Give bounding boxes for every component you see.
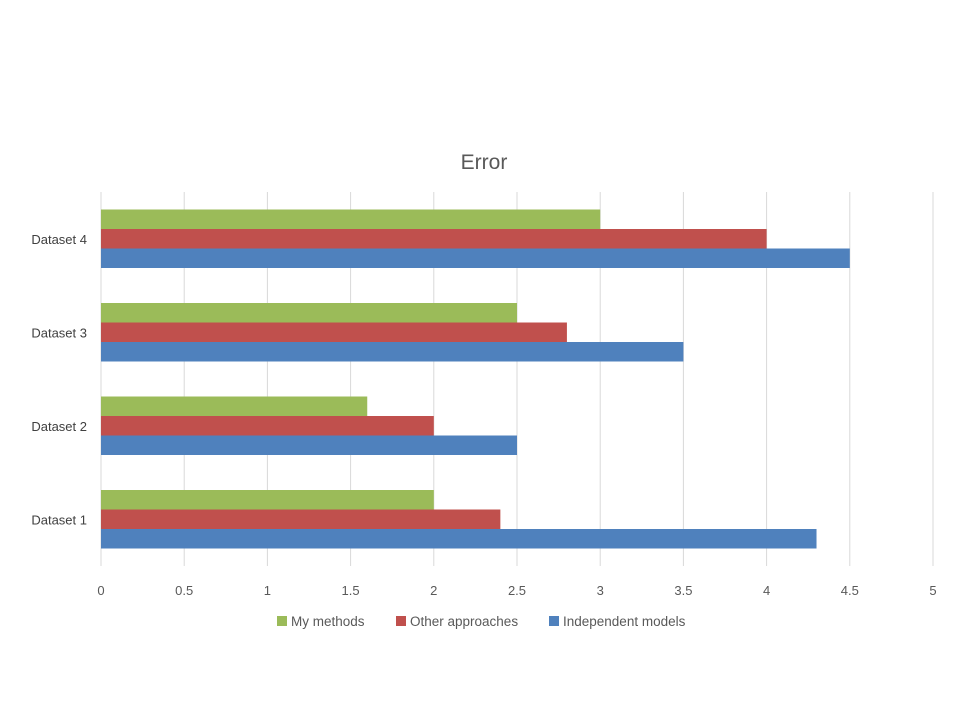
- x-axis-tick-labels: 0 0.5 1 1.5 2 2.5 3 3.5 4 4.5 5: [97, 583, 936, 598]
- chart-title: Error: [461, 151, 508, 174]
- bar: [101, 322, 567, 342]
- x-tick-label: 1: [264, 583, 271, 598]
- y-axis-category-labels: Dataset 1 Dataset 2 Dataset 3 Dataset 4: [31, 232, 87, 528]
- category-label: Dataset 2: [31, 419, 87, 434]
- legend-swatch: [549, 616, 559, 626]
- category-label: Dataset 4: [31, 232, 87, 247]
- legend-label: Independent models: [563, 614, 686, 629]
- x-tick-label: 3: [597, 583, 604, 598]
- bar: [101, 229, 767, 249]
- legend-label: Other approaches: [410, 614, 518, 629]
- category-label: Dataset 1: [31, 512, 87, 527]
- bars: [101, 209, 850, 549]
- legend: My methods Other approaches Independent mo…: [277, 614, 686, 629]
- bar: [101, 435, 517, 455]
- bar: [101, 342, 684, 362]
- bar: [101, 248, 850, 268]
- category-label: Dataset 3: [31, 325, 87, 340]
- x-tick-label: 1.5: [342, 583, 360, 598]
- bar: [101, 529, 817, 549]
- legend-label: My methods: [291, 614, 365, 629]
- x-tick-label: 3.5: [674, 583, 692, 598]
- x-tick-label: 4.5: [841, 583, 859, 598]
- x-tick-label: 0.5: [175, 583, 193, 598]
- bar: [101, 209, 601, 229]
- bar: [101, 509, 501, 529]
- x-tick-label: 2: [430, 583, 437, 598]
- bar: [101, 416, 434, 436]
- bar: [101, 490, 434, 510]
- x-tick-label: 2.5: [508, 583, 526, 598]
- bar: [101, 396, 368, 416]
- bar: [101, 303, 517, 323]
- x-tick-label: 4: [763, 583, 770, 598]
- x-tick-label: 0: [97, 583, 104, 598]
- legend-swatch: [277, 616, 287, 626]
- x-tick-label: 5: [929, 583, 936, 598]
- legend-swatch: [396, 616, 406, 626]
